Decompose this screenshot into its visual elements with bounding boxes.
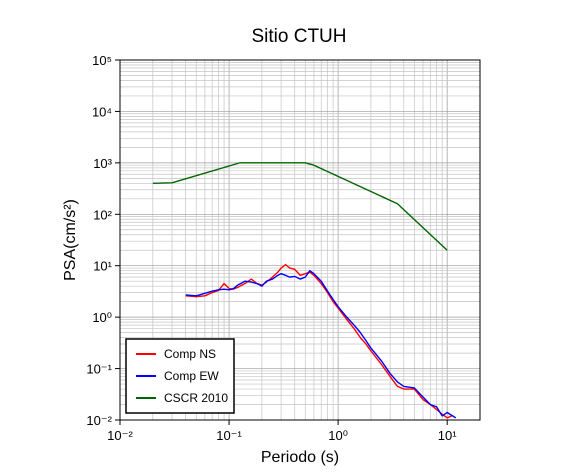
y-tick-label: 10⁻²: [86, 413, 112, 428]
y-tick-label: 10¹: [93, 259, 112, 274]
series-line-cscr-2010: [152, 162, 448, 251]
legend-label-comp-ns: Comp NS: [164, 347, 216, 361]
y-tick-label: 10²: [93, 207, 112, 222]
y-tick-label: 10⁴: [92, 104, 112, 119]
y-tick-label: 10⁰: [92, 310, 112, 325]
y-tick-label: 10⁵: [92, 53, 112, 68]
y-tick-labels: 10⁻² 10⁻¹ 10⁰ 10¹ 10² 10³ 10⁴ 10⁵: [86, 53, 120, 428]
series-line-comp-ew: [185, 270, 457, 419]
plot-frame: [119, 59, 481, 421]
x-tick-label: 10⁻¹: [216, 428, 242, 443]
x-axis-label: Periodo (s): [261, 449, 339, 466]
y-tick-label: 10⁻¹: [86, 362, 112, 377]
y-axis-label: PSA(cm/s²): [62, 199, 79, 281]
legend: Comp NS Comp EW CSCR 2010: [125, 338, 235, 414]
y-tick-label: 10³: [93, 156, 112, 171]
legend-label-comp-ew: Comp EW: [164, 369, 219, 383]
x-tick-labels: 10⁻² 10⁻¹ 10⁰ 10¹: [107, 420, 457, 443]
legend-label-cscr-2010: CSCR 2010: [164, 391, 228, 405]
x-tick-label: 10¹: [438, 428, 457, 443]
x-tick-label: 10⁰: [328, 428, 348, 443]
chart-title: Sitio CTUH: [251, 26, 346, 47]
x-tick-label: 10⁻²: [107, 428, 133, 443]
series-layer: [152, 162, 457, 419]
